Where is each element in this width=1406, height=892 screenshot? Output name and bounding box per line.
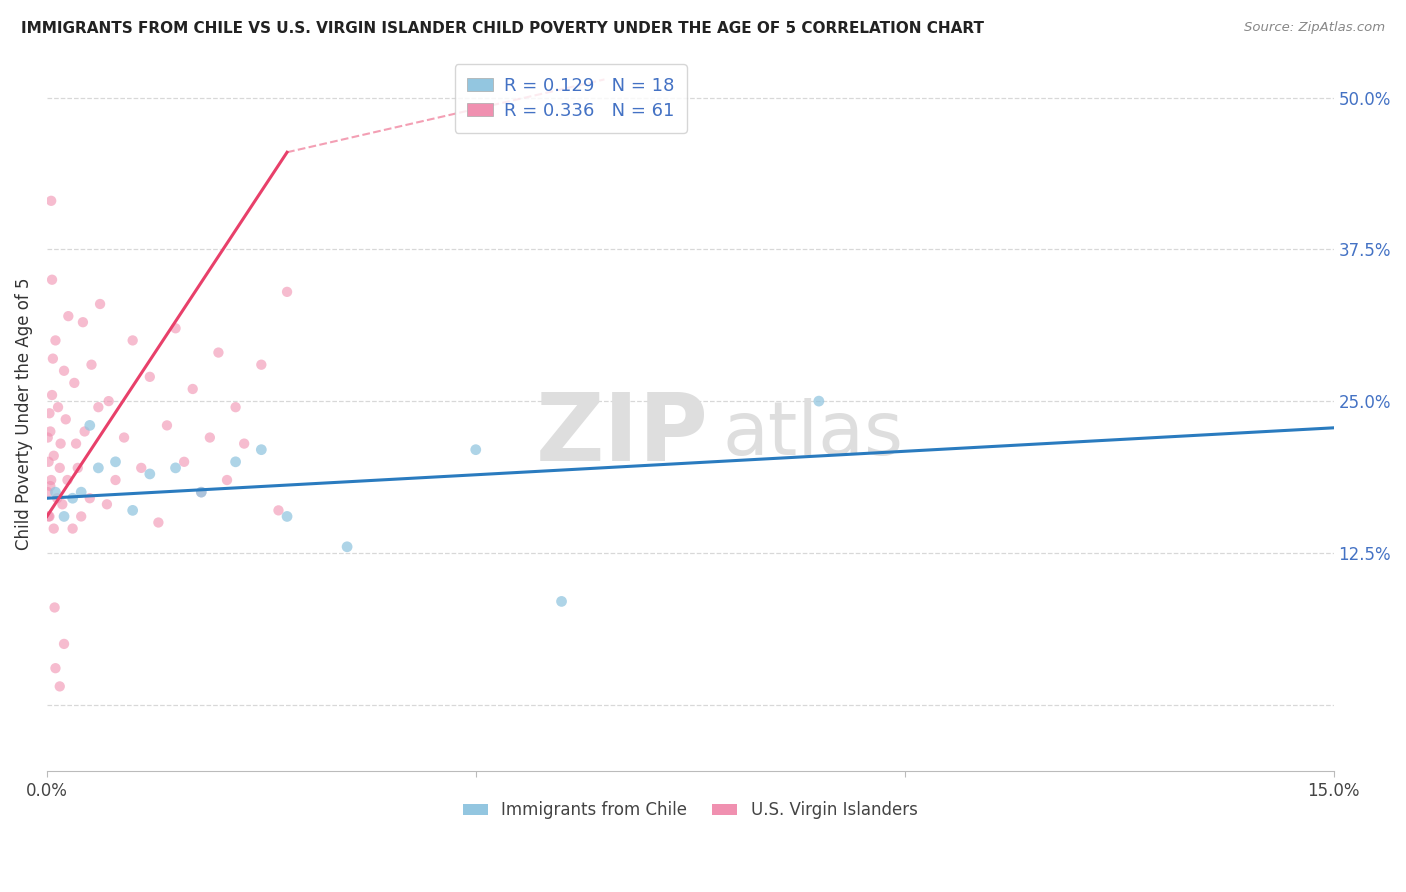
Point <box>65 436 87 450</box>
Point <box>190 485 212 500</box>
Point <box>104 455 127 469</box>
Point <box>38 406 60 420</box>
Point <box>79 418 101 433</box>
Point <box>44 485 66 500</box>
Point <box>96 497 118 511</box>
Point <box>104 473 127 487</box>
Point <box>62 491 84 506</box>
Point <box>250 442 273 457</box>
Point <box>42 351 65 366</box>
Point <box>42 522 65 536</box>
Point <box>70 485 93 500</box>
Point <box>121 334 143 348</box>
Y-axis label: Child Poverty Under the Age of 5: Child Poverty Under the Age of 5 <box>15 277 32 549</box>
Point <box>63 376 86 390</box>
Point <box>807 394 830 409</box>
Point <box>550 594 572 608</box>
Point <box>112 431 135 445</box>
Point <box>207 345 229 359</box>
Point <box>49 461 72 475</box>
Point <box>139 467 162 481</box>
Point <box>53 637 76 651</box>
Point <box>44 600 66 615</box>
Point <box>79 491 101 506</box>
Point <box>38 509 60 524</box>
Point <box>70 509 93 524</box>
Point <box>44 334 66 348</box>
Point <box>181 382 204 396</box>
Point <box>37 485 59 500</box>
Point <box>51 497 73 511</box>
Text: ZIP: ZIP <box>536 389 709 481</box>
Point <box>87 461 110 475</box>
Point <box>148 516 170 530</box>
Point <box>49 436 72 450</box>
Point <box>53 364 76 378</box>
Point <box>97 394 120 409</box>
Point <box>80 358 103 372</box>
Point <box>190 485 212 500</box>
Point <box>121 503 143 517</box>
Point <box>198 431 221 445</box>
Point <box>39 479 62 493</box>
Point <box>156 418 179 433</box>
Point <box>225 455 247 469</box>
Point <box>173 455 195 469</box>
Text: Source: ZipAtlas.com: Source: ZipAtlas.com <box>1244 21 1385 35</box>
Point <box>276 509 298 524</box>
Point <box>225 400 247 414</box>
Point <box>37 431 59 445</box>
Point <box>464 442 486 457</box>
Point <box>129 461 152 475</box>
Point <box>73 425 96 439</box>
Point <box>53 509 76 524</box>
Point <box>139 369 162 384</box>
Point <box>62 522 84 536</box>
Point <box>38 509 60 524</box>
Point <box>55 412 77 426</box>
Point <box>46 491 69 506</box>
Point <box>66 461 89 475</box>
Point <box>165 461 187 475</box>
Point <box>267 503 290 517</box>
Point <box>72 315 94 329</box>
Point <box>41 273 63 287</box>
Point <box>49 680 72 694</box>
Point <box>56 473 79 487</box>
Point <box>89 297 111 311</box>
Point <box>39 473 62 487</box>
Point <box>39 194 62 208</box>
Text: atlas: atlas <box>723 398 904 471</box>
Point <box>276 285 298 299</box>
Point <box>38 455 60 469</box>
Point <box>58 309 80 323</box>
Point <box>165 321 187 335</box>
Point <box>87 400 110 414</box>
Legend: Immigrants from Chile, U.S. Virgin Islanders: Immigrants from Chile, U.S. Virgin Islan… <box>457 795 924 826</box>
Point <box>44 661 66 675</box>
Point <box>42 449 65 463</box>
Point <box>250 358 273 372</box>
Point <box>39 425 62 439</box>
Point <box>41 388 63 402</box>
Point <box>336 540 359 554</box>
Point <box>215 473 238 487</box>
Point <box>46 400 69 414</box>
Text: IMMIGRANTS FROM CHILE VS U.S. VIRGIN ISLANDER CHILD POVERTY UNDER THE AGE OF 5 C: IMMIGRANTS FROM CHILE VS U.S. VIRGIN ISL… <box>21 21 984 37</box>
Point <box>233 436 256 450</box>
